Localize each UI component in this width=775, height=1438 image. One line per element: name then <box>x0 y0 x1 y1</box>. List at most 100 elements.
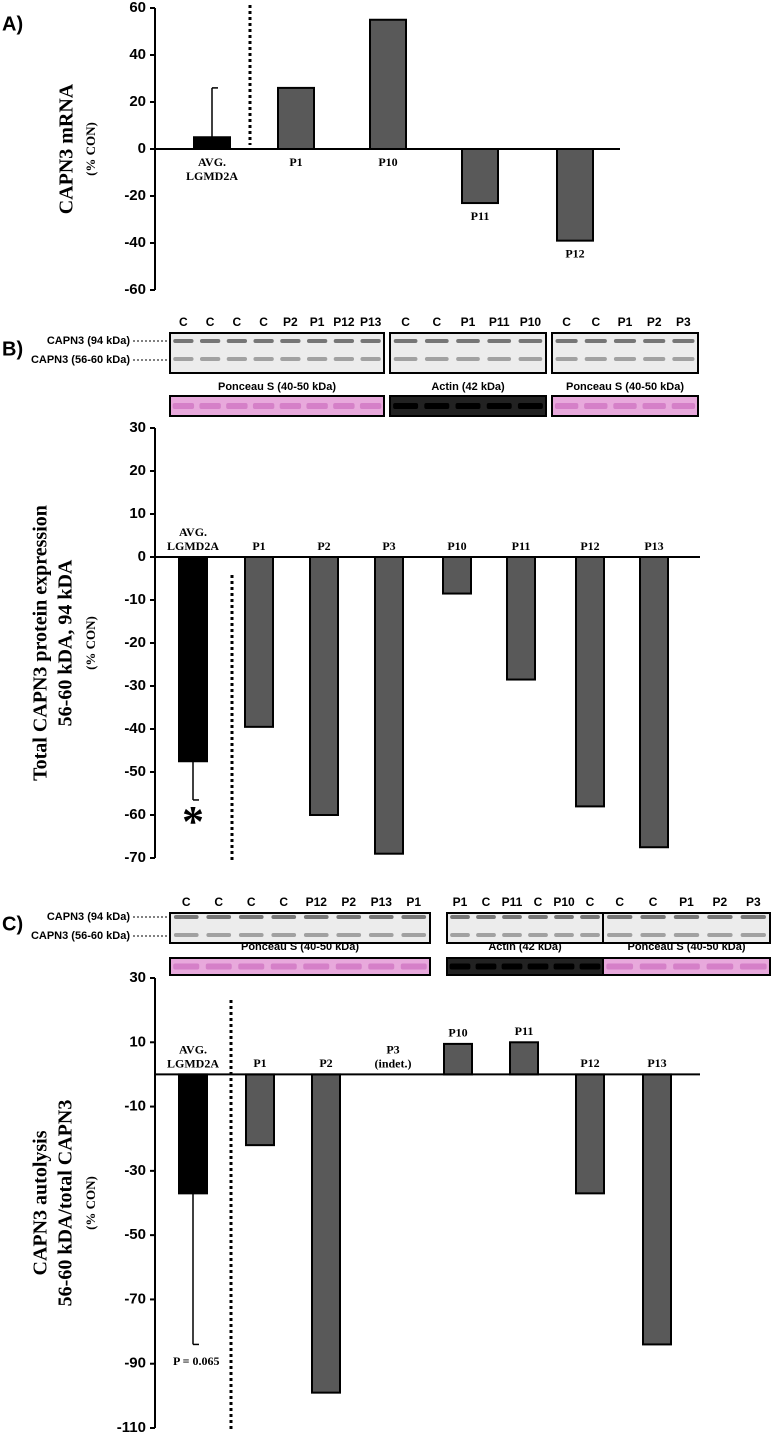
band <box>393 357 418 361</box>
stain-label: Ponceau S (40-50 kDa) <box>241 941 359 953</box>
x-tick-label: P2 <box>317 539 330 553</box>
band <box>173 915 199 919</box>
x-tick-label: P1 <box>289 155 302 169</box>
band-label: CAPN3 (56-60 kDa) <box>31 354 130 366</box>
x-tick-label: P10 <box>378 155 397 169</box>
y-axis-label: (% CON) <box>83 1176 98 1230</box>
lane-label: P10 <box>520 315 542 329</box>
band <box>555 339 578 343</box>
x-tick-label: P1 <box>252 539 265 553</box>
lane-label: C <box>179 315 188 329</box>
band <box>253 339 274 343</box>
y-tick-label: -30 <box>124 1162 146 1179</box>
x-tick-label: P11 <box>471 209 490 223</box>
stain-label: Actin (42 kDa) <box>488 941 562 953</box>
lane-label: P2 <box>341 895 356 909</box>
annotation: * <box>182 797 204 846</box>
lane-label: P3 <box>676 315 691 329</box>
band <box>333 339 355 343</box>
strip-band <box>613 403 637 409</box>
lane-label: P1 <box>618 315 633 329</box>
band <box>613 339 637 343</box>
y-axis-label: 56-60 kDA, 94 kDA <box>55 559 77 726</box>
band <box>554 915 574 919</box>
lane-label: P1 <box>679 895 694 909</box>
bar <box>639 556 669 849</box>
band <box>673 933 700 937</box>
strip-band <box>359 403 382 409</box>
band <box>740 933 766 937</box>
lane-label: C <box>214 895 223 909</box>
bar <box>193 136 231 150</box>
lane-label: P12 <box>333 315 355 329</box>
bar <box>178 556 208 763</box>
strip-band <box>671 403 696 409</box>
band <box>584 357 607 361</box>
lane-label: C <box>247 895 256 909</box>
strip-band <box>303 963 330 970</box>
y-tick-label: -10 <box>124 1098 146 1115</box>
strip-band <box>517 403 543 409</box>
lane-label: C <box>259 315 268 329</box>
band <box>271 933 297 937</box>
band <box>456 357 480 361</box>
lane-label: C <box>649 895 658 909</box>
band <box>607 933 633 937</box>
band <box>306 339 328 343</box>
bar <box>311 1073 341 1394</box>
band <box>707 933 733 937</box>
lane-label: C <box>562 315 571 329</box>
band <box>173 357 194 361</box>
y-tick-label: -70 <box>124 1290 146 1307</box>
lane-label: P10 <box>553 895 575 909</box>
stain-label: Ponceau S (40-50 kDa) <box>628 941 746 953</box>
x-tick-label: P11 <box>515 1024 534 1038</box>
bar <box>369 18 407 150</box>
band <box>401 933 427 937</box>
x-tick-label: AVG. LGMD2A <box>167 525 219 553</box>
strip-band <box>368 963 395 970</box>
y-tick-label: -40 <box>124 234 146 251</box>
band <box>476 933 496 937</box>
band <box>206 915 232 919</box>
x-tick-label: P13 <box>644 539 663 553</box>
band <box>640 915 666 919</box>
lane-label: C <box>534 895 543 909</box>
lane-label: C <box>615 895 624 909</box>
band <box>238 915 264 919</box>
annotation: P = 0.065 <box>173 1354 220 1368</box>
band <box>487 339 512 343</box>
band <box>643 357 666 361</box>
band <box>554 933 574 937</box>
y-tick-label: 40 <box>129 46 146 63</box>
band-label: CAPN3 (94 kDa) <box>47 335 130 347</box>
band <box>173 339 194 343</box>
strip-band <box>252 403 275 409</box>
band <box>368 933 394 937</box>
stain-label: Ponceau S (40-50 kDa) <box>566 381 684 393</box>
bar <box>178 1073 208 1195</box>
lane-label: P1 <box>310 315 325 329</box>
lane-label: P2 <box>647 315 662 329</box>
x-tick-label: P1 <box>253 1056 266 1070</box>
panel-label: B) <box>2 338 23 360</box>
lane-label: C <box>233 315 242 329</box>
y-tick-label: -50 <box>124 763 146 780</box>
bar <box>244 556 274 728</box>
strip-band <box>501 963 523 970</box>
band <box>280 339 301 343</box>
band <box>607 915 633 919</box>
lane-label: P11 <box>502 895 523 909</box>
band <box>450 915 470 919</box>
strip-band <box>306 403 328 409</box>
strip-band <box>486 403 512 409</box>
band <box>303 933 329 937</box>
band <box>450 933 470 937</box>
strip-band <box>173 963 200 970</box>
band <box>476 915 496 919</box>
band <box>518 339 543 343</box>
strip-band <box>642 403 666 409</box>
x-tick-label: AVG. LGMD2A <box>186 155 238 183</box>
strip-band <box>400 963 427 970</box>
